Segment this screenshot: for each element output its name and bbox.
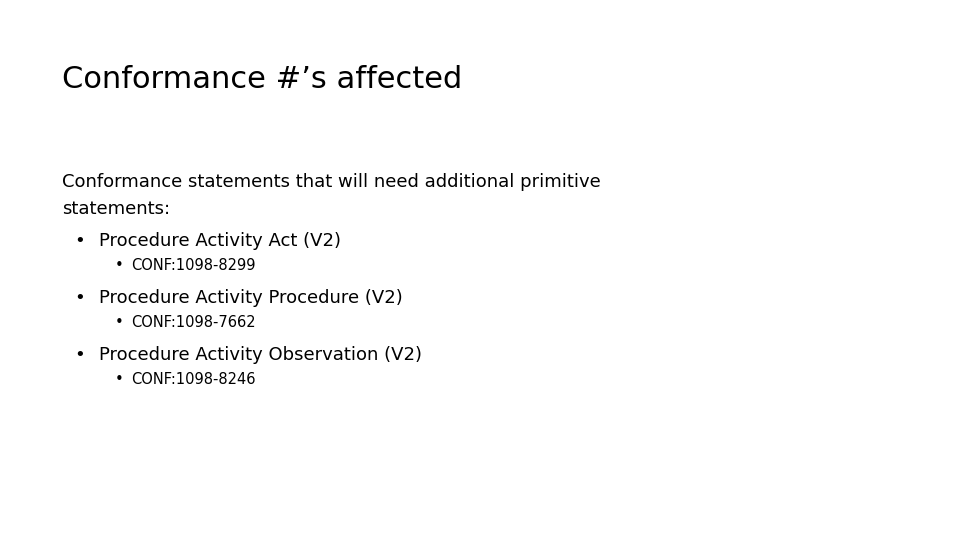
Text: •: • — [115, 258, 124, 273]
Text: CONF:1098-8246: CONF:1098-8246 — [132, 372, 256, 387]
Text: CONF:1098-7662: CONF:1098-7662 — [132, 315, 256, 330]
Text: Procedure Activity Procedure (V2): Procedure Activity Procedure (V2) — [99, 289, 402, 307]
Text: Conformance #’s affected: Conformance #’s affected — [62, 65, 463, 94]
Text: Procedure Activity Act (V2): Procedure Activity Act (V2) — [99, 232, 341, 250]
Text: •: • — [74, 232, 84, 250]
Text: •: • — [115, 315, 124, 330]
Text: •: • — [115, 372, 124, 387]
Text: Procedure Activity Observation (V2): Procedure Activity Observation (V2) — [99, 346, 421, 364]
Text: •: • — [74, 289, 84, 307]
Text: statements:: statements: — [62, 200, 171, 218]
Text: Conformance statements that will need additional primitive: Conformance statements that will need ad… — [62, 173, 601, 191]
Text: •: • — [74, 346, 84, 364]
Text: CONF:1098-8299: CONF:1098-8299 — [132, 258, 256, 273]
